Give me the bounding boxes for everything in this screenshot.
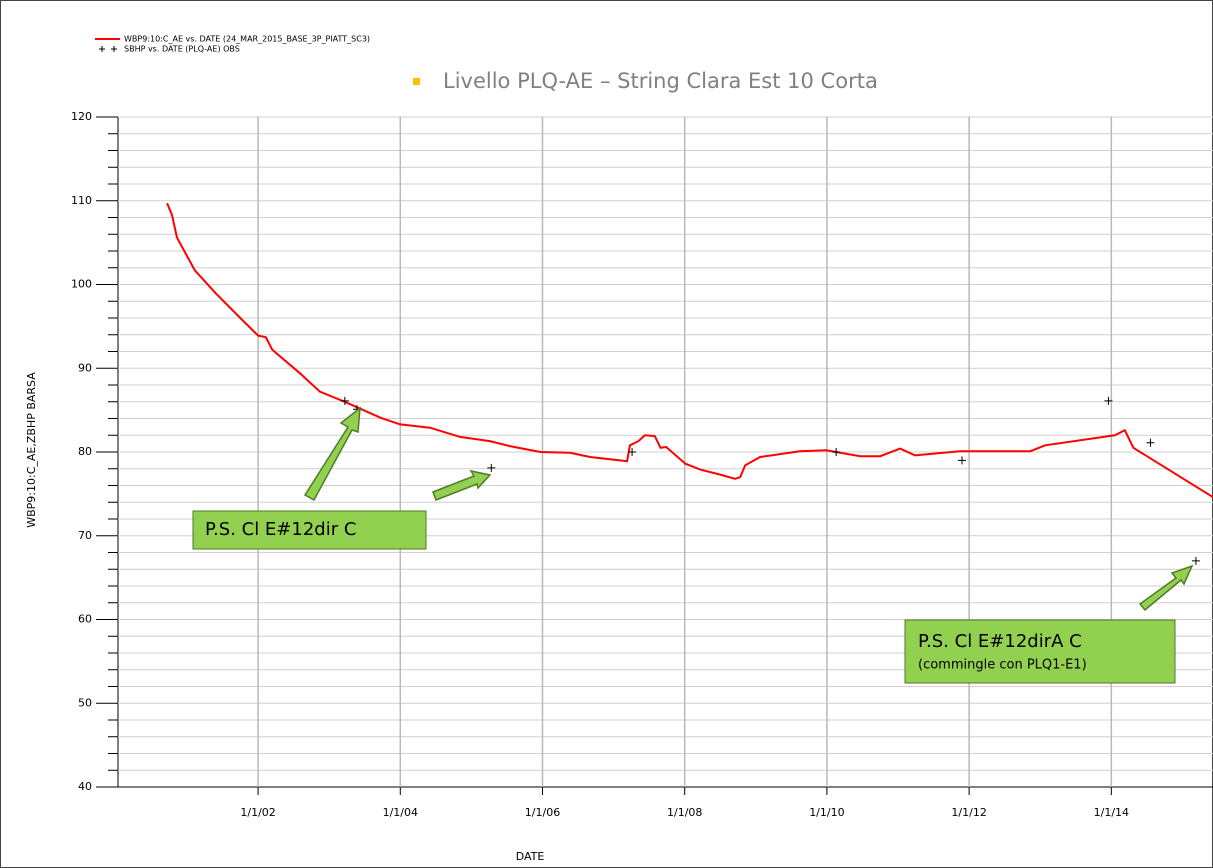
chart-title: Livello PLQ-AE – String Clara Est 10 Cor… — [443, 69, 878, 93]
x-tick-label: 1/1/02 — [240, 806, 275, 819]
annotation-1: P.S. Cl E#12dir C — [192, 406, 492, 550]
y-tick-label: 50 — [78, 696, 92, 709]
x-axis-label: DATE — [516, 850, 545, 863]
x-tick-label: 1/1/12 — [951, 806, 986, 819]
legend-swatch — [99, 46, 105, 52]
x-tick-label: 1/1/14 — [1094, 806, 1129, 819]
y-tick-label: 70 — [78, 529, 92, 542]
data-line — [166, 202, 1213, 499]
legend: WBP9:10:C_AE vs. DATE (24_MAR_2015_BASE_… — [95, 35, 370, 54]
y-tick-label: 120 — [71, 110, 92, 123]
y-tick-label: 110 — [71, 194, 92, 207]
annotation-text: P.S. Cl E#12dirA C — [918, 631, 1082, 652]
obs-marker — [1146, 438, 1155, 447]
y-tick-label: 100 — [71, 278, 92, 291]
obs-marker — [1104, 396, 1113, 405]
y-tick-label: 60 — [78, 613, 92, 626]
legend-label: WBP9:10:C_AE vs. DATE (24_MAR_2015_BASE_… — [124, 35, 370, 44]
x-tick-label: 1/1/08 — [667, 806, 702, 819]
obs-marker — [487, 463, 496, 472]
obs-marker — [340, 396, 349, 405]
legend-label: SBHP vs. DATE (PLQ-AE) OBS — [124, 45, 240, 54]
annotation-2: P.S. Cl E#12dirA C (commingle con PLQ1-E… — [904, 564, 1194, 684]
annotation-text: P.S. Cl E#12dir C — [205, 519, 356, 540]
obs-marker — [958, 456, 967, 465]
y-axis-label: WBP9:10:C_AE,ZBHP BARSA — [25, 372, 38, 528]
x-tick-label: 1/1/10 — [809, 806, 844, 819]
obs-marker — [628, 448, 637, 456]
legend-swatch — [111, 46, 117, 52]
y-tick-label: 40 — [78, 780, 92, 793]
obs-marker — [1191, 556, 1200, 565]
x-tick-label: 1/1/04 — [383, 806, 418, 819]
title-bullet — [413, 78, 420, 85]
y-tick-label: 90 — [78, 361, 92, 374]
obs-marker — [832, 448, 841, 456]
plot — [166, 202, 1213, 565]
annotation-text: (commingle con PLQ1-E1) — [918, 658, 1087, 673]
x-tick-label: 1/1/06 — [525, 806, 560, 819]
y-tick-label: 80 — [78, 445, 92, 458]
